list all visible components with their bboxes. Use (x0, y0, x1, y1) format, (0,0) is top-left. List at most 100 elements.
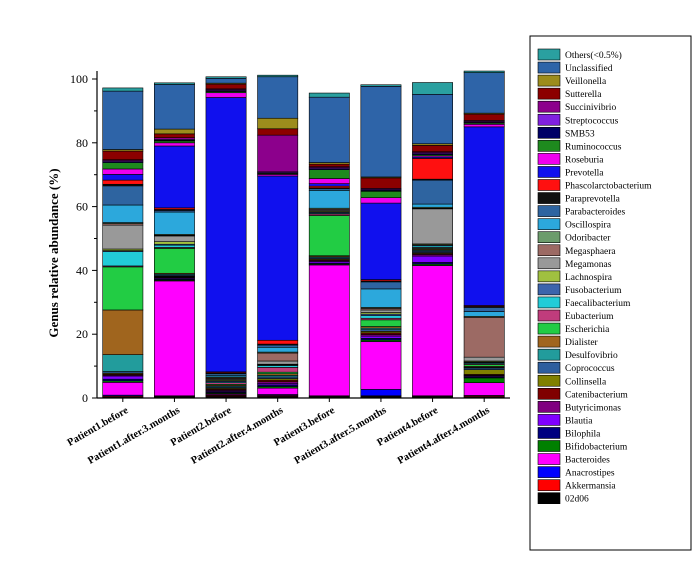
legend-label: Akkermansia (565, 482, 616, 492)
bar-segment-dialister (102, 309, 144, 355)
bar-segment-escherichia (360, 319, 402, 327)
bar-segment-ruminococcus (308, 169, 350, 179)
legend-label: Ruminococcus (565, 142, 622, 152)
bar-segment-bacteroides (412, 265, 453, 397)
bar-segment-roseburia (308, 178, 350, 184)
legend-label: Parabacteroides (565, 208, 625, 218)
y-tick-label: 60 (76, 200, 88, 214)
plot-area (102, 70, 505, 399)
bar-segment-roseburia (102, 168, 144, 175)
legend-label: 02d06 (565, 495, 589, 505)
bar-segment-others-0-5 (102, 87, 144, 92)
legend-swatch (537, 361, 561, 374)
legend-label: Phascolarctobacterium (565, 182, 652, 192)
bar-segment-megamonas (154, 235, 195, 242)
legend-label: Eubacterium (565, 312, 614, 322)
legend-swatch (537, 166, 561, 178)
bar-segment-faecalibacterium (360, 315, 402, 319)
legend-swatch (537, 192, 561, 204)
legend-swatch (537, 100, 561, 113)
bar-segment-blautia (412, 255, 453, 263)
bar-segment-prevotella (463, 126, 505, 306)
bar-segment-sutterella (102, 150, 144, 160)
legend-swatch (537, 348, 561, 361)
legend-label: Bifidobacterium (565, 442, 628, 453)
bar-segment-unclassified (102, 90, 144, 150)
bar-segment-others-0-5 (205, 76, 247, 79)
bar-segment-unclassified (154, 84, 195, 130)
legend-label: Fusobacterium (565, 286, 622, 296)
legend-swatch (537, 113, 561, 126)
bar-segment-others-0-5 (412, 82, 453, 95)
bar-segment-phascolarctobacterium (102, 179, 144, 185)
legend-label: Odoribacter (565, 234, 611, 244)
legend-swatch (537, 296, 561, 309)
legend-label: Paraprevotella (565, 195, 621, 205)
bar-segment-sutterella (154, 133, 195, 138)
legend-label: Desulfovibrio (565, 350, 618, 361)
legend-label: Megasphaera (565, 247, 616, 257)
legend-label: Catenibacterium (565, 390, 628, 400)
y-tick-label: 0 (82, 391, 88, 405)
bar-segment-megamonas (463, 356, 505, 362)
legend-label: Roseburia (565, 155, 604, 165)
legend-label: Escherichia (565, 325, 610, 335)
legend-swatch (537, 140, 561, 152)
legend-label: Megamonas (565, 260, 612, 270)
legend-swatch (537, 440, 561, 452)
legend-label: Unclassified (565, 63, 613, 74)
bar-segment-sutterella (463, 113, 505, 121)
legend-swatch (537, 401, 561, 413)
bar-segment-desulfovibrio (102, 354, 144, 372)
bar-segment-megamonas (102, 224, 144, 250)
x-axis: Patient1.beforePatient1.after.3.monthsPa… (66, 397, 510, 467)
bar-segment-prevotella (102, 174, 144, 181)
bar-segment-bacteroides (257, 387, 299, 395)
bar-segment-ruminococcus (360, 190, 402, 198)
bar-segment-ruminococcus (102, 162, 144, 170)
bar-segment-others-0-5 (257, 74, 299, 78)
legend-swatch (537, 466, 561, 478)
bar-segment-parabacteroides (360, 281, 402, 290)
bar-segment-unclassified (463, 72, 505, 114)
legend-swatch (537, 414, 561, 426)
legend-label: Veillonella (565, 77, 607, 87)
legend-label: Collinsella (565, 377, 607, 387)
bar-segment-phascolarctobacterium (257, 339, 299, 345)
legend-label: Butyricimonas (565, 403, 621, 413)
legend-swatch (537, 218, 561, 230)
legend-swatch (537, 387, 561, 400)
bar-segment-sutterella (205, 83, 247, 90)
legend: Others(<0.5%) Unclassified Veillonella Sutt… (529, 35, 692, 551)
bar-segment-prevotella (360, 202, 402, 280)
bar-segment-oscillospira (102, 204, 144, 223)
legend-swatch (537, 61, 561, 74)
legend-swatch (537, 283, 561, 296)
bar-segment-megasphaera (463, 316, 505, 358)
bar-segment-bifidobacterium (463, 377, 505, 383)
legend-swatch (537, 179, 561, 191)
bar-segment-sutterella (308, 163, 350, 168)
bar-segment-succinivibrio (257, 134, 299, 173)
bar-segment-bacteroides (308, 264, 350, 397)
bar-segment-others-0-5 (360, 84, 402, 87)
legend-swatch (537, 322, 561, 335)
bar-segment-bacteroides (102, 382, 144, 396)
y-tick-label: 80 (76, 136, 88, 150)
bar-segment-unclassified (205, 78, 247, 84)
bar-segment-faecalibacterium (102, 251, 144, 267)
legend-label: Bilophila (565, 429, 601, 439)
legend-label: Bacteroides (565, 456, 610, 466)
legend-swatch (537, 492, 561, 505)
bar-segment-oscillospira (154, 211, 195, 235)
bar-segment-prevotella (308, 183, 350, 187)
legend-label: Succinivibrio (565, 103, 616, 113)
bar-segment-megasphaera (257, 352, 299, 362)
legend-swatch (537, 153, 561, 165)
bar-segment-parabacteroides (463, 307, 505, 312)
bar-segment-sutterella (257, 128, 299, 136)
bar-segment-prevotella (257, 175, 299, 341)
bar-segment-sutterella (412, 145, 453, 153)
bar-segment-oscillospira (308, 190, 350, 209)
